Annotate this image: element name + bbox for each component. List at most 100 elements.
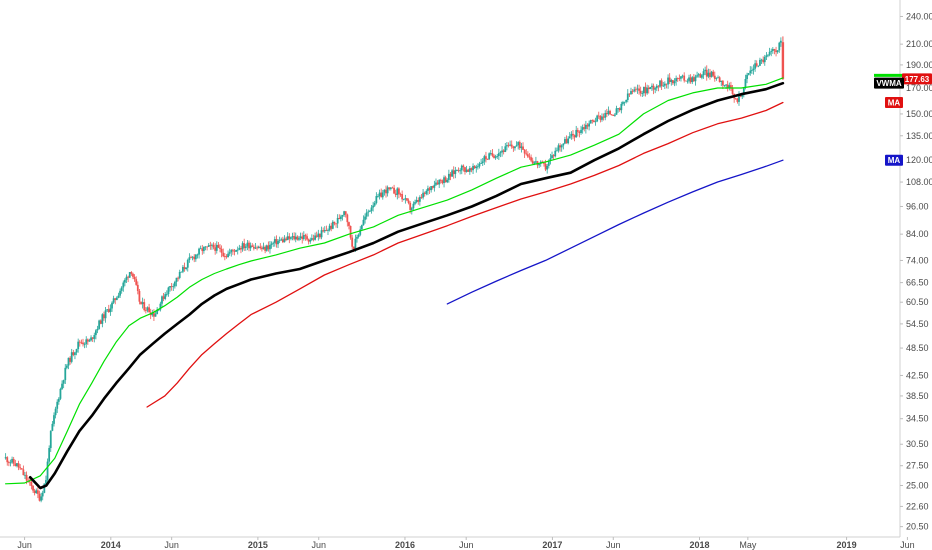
candle-body xyxy=(349,225,352,238)
price-tick-label: 20.50 xyxy=(906,522,929,532)
candle-body xyxy=(518,142,521,149)
candle-body xyxy=(144,310,147,311)
candle-body xyxy=(570,133,573,137)
candle-body xyxy=(338,217,341,219)
candle-body xyxy=(759,59,761,66)
candle-body xyxy=(246,242,249,247)
candle-body xyxy=(436,182,439,185)
candle-body xyxy=(346,214,349,223)
candle-body xyxy=(593,120,595,122)
candle-body xyxy=(467,169,470,172)
candle-body xyxy=(750,70,753,71)
candle-body xyxy=(202,246,205,252)
candle-body xyxy=(201,248,204,252)
candle-body xyxy=(491,153,494,156)
candle-body xyxy=(30,482,33,486)
candle-body xyxy=(472,165,474,171)
candle-body xyxy=(90,337,92,341)
candle-body xyxy=(233,250,236,252)
candle-body xyxy=(465,169,468,172)
candle-body xyxy=(678,78,681,80)
plot-area[interactable] xyxy=(4,36,785,503)
candle-body xyxy=(567,138,570,144)
candle-body xyxy=(746,74,748,80)
candle-body xyxy=(460,165,463,171)
candle-body xyxy=(106,309,109,311)
candle-body xyxy=(551,155,553,159)
candle-body xyxy=(580,129,582,133)
candle-body xyxy=(607,110,610,115)
candle-body xyxy=(454,170,457,175)
candle-body xyxy=(470,168,473,171)
candle-body xyxy=(278,240,281,242)
candle-body xyxy=(435,182,437,185)
candle-body xyxy=(486,159,489,160)
candle-body xyxy=(617,108,620,110)
candle-body xyxy=(609,110,611,115)
candle-body xyxy=(725,84,727,86)
candle-body xyxy=(335,223,337,225)
candle-body xyxy=(468,168,471,172)
candle-body xyxy=(32,485,34,491)
candle-body xyxy=(760,59,763,61)
candle-body xyxy=(718,77,721,82)
candle-body xyxy=(359,229,362,235)
candle-body xyxy=(49,430,52,449)
candle-body xyxy=(773,49,776,51)
last-candle-body xyxy=(781,42,785,79)
price-tick-label: 48.50 xyxy=(906,343,929,353)
candle-body xyxy=(206,246,209,248)
candle-body xyxy=(497,153,500,157)
fast-ma-marker xyxy=(874,73,904,77)
candle-body xyxy=(386,187,389,194)
candle-body xyxy=(153,312,155,317)
candle-body xyxy=(660,80,663,86)
candle-body xyxy=(588,123,590,127)
price-tick-label: 66.50 xyxy=(906,278,929,288)
candle-body xyxy=(299,236,302,239)
candle-body xyxy=(85,339,88,345)
candle-body xyxy=(686,80,689,82)
candle-body xyxy=(581,127,584,130)
candle-body xyxy=(699,74,702,78)
candle-body xyxy=(325,230,328,231)
candle-body xyxy=(668,77,671,83)
candle-body xyxy=(40,496,42,501)
candle-body xyxy=(93,335,96,339)
candle-body xyxy=(383,189,386,193)
price-badge-label: 177.63 xyxy=(905,75,930,84)
candle-body xyxy=(360,225,363,230)
time-axis[interactable]: Jun 2014 Jun 2015 Jun 2016 Jun 2017 Jun 2018 May 20… xyxy=(17,537,915,550)
candle-body xyxy=(4,457,7,459)
candle-body xyxy=(559,145,561,148)
price-tick-label: 74.00 xyxy=(906,255,929,265)
candle-body xyxy=(771,49,774,51)
price-badge-label: VWMA xyxy=(876,79,902,88)
candle-body xyxy=(59,388,62,399)
candle-body xyxy=(207,245,210,247)
candle-body xyxy=(657,85,660,87)
time-tick-label: Jun xyxy=(606,540,621,550)
candle-body xyxy=(594,121,597,123)
candle-body xyxy=(72,352,75,355)
price-axis[interactable]: 240.00 210.00 190.00 170.00 150.00 135.00 120.… xyxy=(900,11,932,532)
candle-body xyxy=(293,236,296,240)
candle-body xyxy=(119,290,121,296)
candle-body xyxy=(25,474,28,481)
candle-body xyxy=(256,247,258,249)
candle-body xyxy=(125,276,128,280)
candle-body xyxy=(659,80,661,87)
candle-body xyxy=(485,156,487,160)
candle-body xyxy=(48,448,51,462)
candle-body xyxy=(252,246,255,249)
candle-body xyxy=(333,221,336,224)
vwma-line-1 xyxy=(28,81,785,490)
time-tick-label: May xyxy=(739,540,757,550)
candle-body xyxy=(54,408,57,416)
candle-body xyxy=(398,188,400,195)
candle-body xyxy=(62,380,65,384)
candle-body xyxy=(114,298,117,300)
candle-body xyxy=(162,296,165,299)
